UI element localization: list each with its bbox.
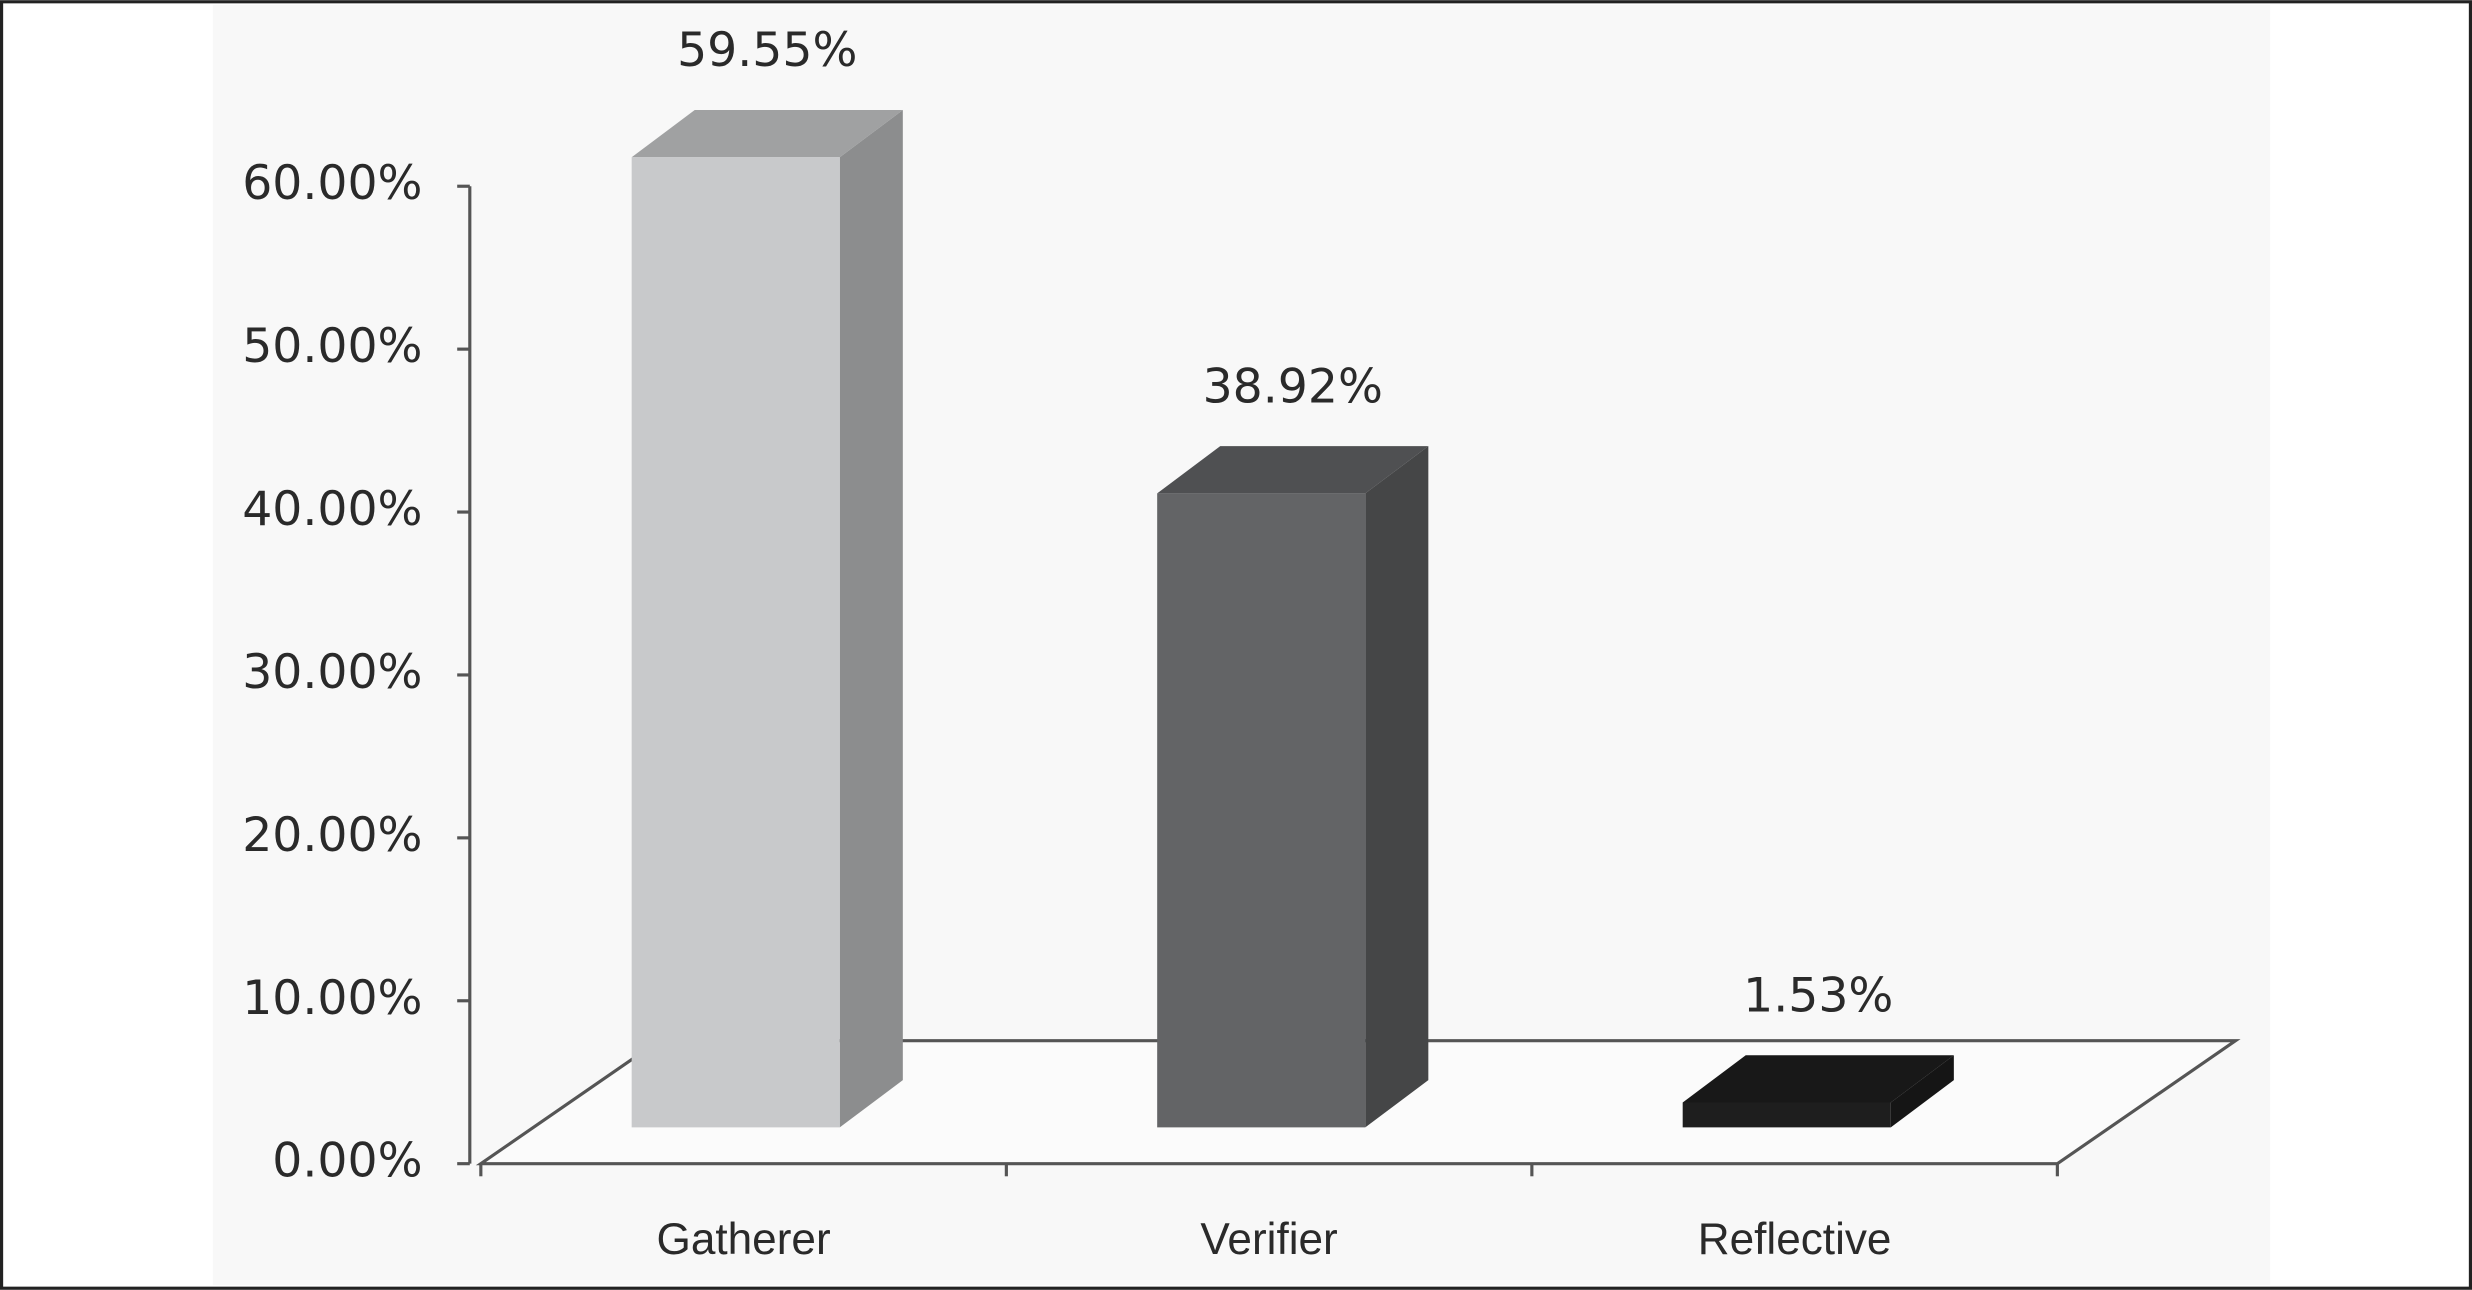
- x-tick-label: Verifier: [1200, 1215, 1337, 1264]
- y-tick-label: 60.00%: [242, 156, 422, 211]
- x-tick-label: Reflective: [1698, 1215, 1892, 1264]
- bar-side: [1890, 1055, 1954, 1128]
- bar-front: [1157, 493, 1366, 1128]
- bar-front: [1682, 1102, 1891, 1128]
- bar-front: [631, 157, 840, 1128]
- x-tick-label: Gatherer: [657, 1215, 831, 1264]
- y-tick-label: 40.00%: [242, 482, 422, 537]
- value-label: 59.55%: [677, 23, 857, 78]
- bar: [1682, 1055, 1954, 1128]
- y-tick-label: 20.00%: [242, 808, 422, 863]
- bar: [631, 110, 903, 1128]
- bar-top: [1682, 1055, 1954, 1103]
- value-label: 38.92%: [1203, 359, 1383, 414]
- bar-top: [1157, 446, 1429, 494]
- bar-side: [1365, 446, 1429, 1128]
- y-tick-label: 30.00%: [242, 645, 422, 700]
- y-tick-label: 10.00%: [242, 971, 422, 1026]
- value-label: 1.53%: [1743, 968, 1893, 1023]
- bar-side: [839, 110, 903, 1128]
- bar-top: [631, 110, 903, 158]
- bar: [1157, 446, 1429, 1128]
- y-tick-label: 0.00%: [272, 1134, 422, 1189]
- y-tick-label: 50.00%: [242, 319, 422, 374]
